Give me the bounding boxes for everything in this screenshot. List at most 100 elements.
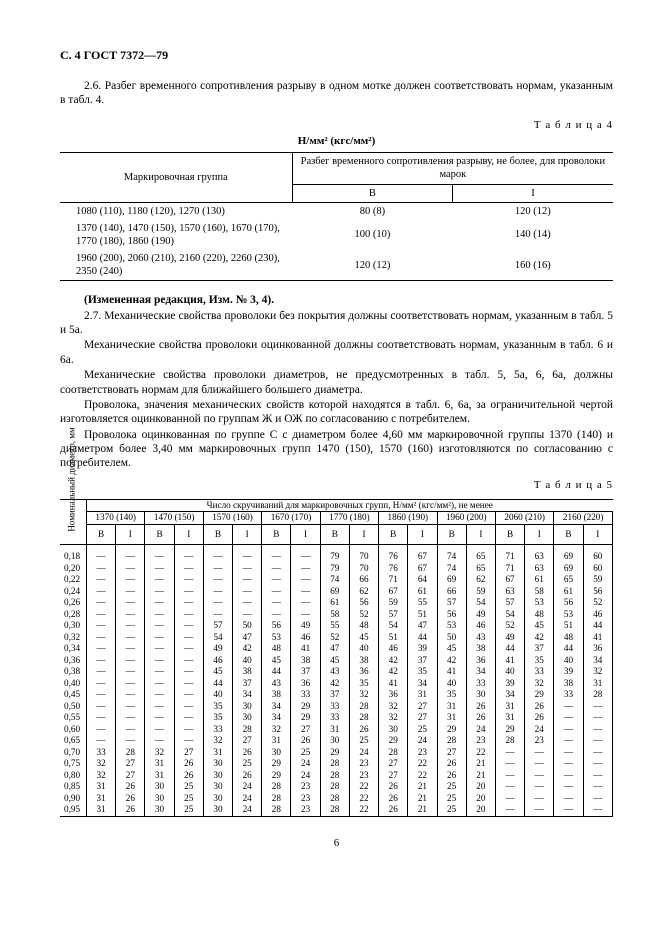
t5-cell: 27 <box>437 747 466 759</box>
t5-cell: 39 <box>495 678 524 690</box>
t5-cell: — <box>145 574 174 586</box>
t5-cell: 60 <box>583 563 612 575</box>
t5-sub-head: I <box>525 524 554 545</box>
t5-cell: 31 <box>408 689 437 701</box>
t5-cell: 55 <box>408 597 437 609</box>
t5-cell: 61 <box>525 574 554 586</box>
t5-cell: 28 <box>320 781 349 793</box>
t5-cell: — <box>174 574 203 586</box>
t5-sub-head: I <box>408 524 437 545</box>
t5-cell: 55 <box>320 620 349 632</box>
t5-cell: — <box>525 793 554 805</box>
t5-cell: 30 <box>145 781 174 793</box>
t5-cell: — <box>174 724 203 736</box>
t5-cell: — <box>116 712 145 724</box>
t5-cell: 22 <box>349 804 378 816</box>
t5-cell: 23 <box>349 770 378 782</box>
table5-label: Т а б л и ц а 5 <box>60 479 613 493</box>
t5-sub-head: I <box>174 524 203 545</box>
t5-cell: 76 <box>379 563 408 575</box>
t5-cell: 24 <box>233 781 262 793</box>
t5-cell: 40 <box>437 678 466 690</box>
t5-cell: — <box>145 597 174 609</box>
t5-cell: 26 <box>116 804 145 816</box>
t5-sub-head: I <box>291 524 320 545</box>
t5-cell: 25 <box>174 793 203 805</box>
t5-cell: — <box>554 712 583 724</box>
t4-v: 100 (10) <box>292 220 452 250</box>
t5-cell: 58 <box>525 586 554 598</box>
t5-cell: 67 <box>408 545 437 563</box>
t5-cell: 24 <box>233 804 262 816</box>
t5-cell: 31 <box>495 712 524 724</box>
t5-cell: — <box>116 655 145 667</box>
t5-cell: 56 <box>349 597 378 609</box>
t5-cell: 22 <box>408 770 437 782</box>
t5-cell: 30 <box>203 770 232 782</box>
t5-cell: 45 <box>203 666 232 678</box>
table-4: Маркировочная группа Разбег временного с… <box>60 152 613 281</box>
t5-cell: 44 <box>203 678 232 690</box>
t5-cell: 56 <box>554 597 583 609</box>
t5-cell: 31 <box>262 735 291 747</box>
t5-cell: — <box>145 724 174 736</box>
t5-cell: 34 <box>262 701 291 713</box>
t5-cell: 44 <box>495 643 524 655</box>
t5-cell: 23 <box>291 781 320 793</box>
t5-cell: 25 <box>437 781 466 793</box>
t5-cell: 28 <box>262 781 291 793</box>
t5-cell: 50 <box>233 620 262 632</box>
t5-cell: 28 <box>349 712 378 724</box>
t5-cell: 46 <box>466 620 495 632</box>
t5-cell: 79 <box>320 545 349 563</box>
t5-cell: 79 <box>320 563 349 575</box>
t5-cell: 35 <box>437 689 466 701</box>
t5-sub-head: В <box>262 524 291 545</box>
t5-cell: 26 <box>379 781 408 793</box>
t5-cell: 25 <box>291 747 320 759</box>
t5-cell: — <box>554 701 583 713</box>
t5-cell: 30 <box>203 781 232 793</box>
t5-cell: — <box>87 609 116 621</box>
t5-diam: 0,26 <box>60 597 87 609</box>
t5-cell: 48 <box>525 609 554 621</box>
t5-cell: — <box>145 620 174 632</box>
t5-cell: — <box>87 620 116 632</box>
t5-cell: 32 <box>379 701 408 713</box>
t5-cell: 52 <box>583 597 612 609</box>
t5-cell: — <box>262 609 291 621</box>
t5-cell: 42 <box>437 655 466 667</box>
t5-cell: — <box>116 545 145 563</box>
t5-group-head: 2160 (220) <box>554 512 613 525</box>
t5-cell: — <box>554 724 583 736</box>
t5-cell: 21 <box>408 781 437 793</box>
t5-cell: 31 <box>437 701 466 713</box>
t5-cell: 71 <box>495 563 524 575</box>
t5-cell: 41 <box>291 643 320 655</box>
para-27b: Механические свойства проволоки оцинкова… <box>60 338 613 367</box>
t5-diam: 0,24 <box>60 586 87 598</box>
t5-cell: — <box>145 735 174 747</box>
t5-cell: 31 <box>583 678 612 690</box>
t5-sub-head: I <box>583 524 612 545</box>
t5-cell: 30 <box>145 793 174 805</box>
t5-cell: 25 <box>233 758 262 770</box>
t5-cell: — <box>203 609 232 621</box>
t5-cell: — <box>116 563 145 575</box>
t5-cell: — <box>174 632 203 644</box>
t5-cell: 45 <box>437 643 466 655</box>
t5-cell: 58 <box>320 609 349 621</box>
t5-cell: 37 <box>408 655 437 667</box>
t5-cell: 33 <box>525 666 554 678</box>
t5-cell: 57 <box>379 609 408 621</box>
t5-cell: 51 <box>554 620 583 632</box>
t5-cell: 20 <box>466 793 495 805</box>
t5-cell: — <box>116 678 145 690</box>
t5-cell: 56 <box>583 586 612 598</box>
t5-cell: 60 <box>583 545 612 563</box>
t5-cell: 26 <box>291 735 320 747</box>
t5-cell: 30 <box>379 724 408 736</box>
t5-cell: 24 <box>291 758 320 770</box>
t5-cell: — <box>203 597 232 609</box>
t5-cell: 31 <box>437 712 466 724</box>
